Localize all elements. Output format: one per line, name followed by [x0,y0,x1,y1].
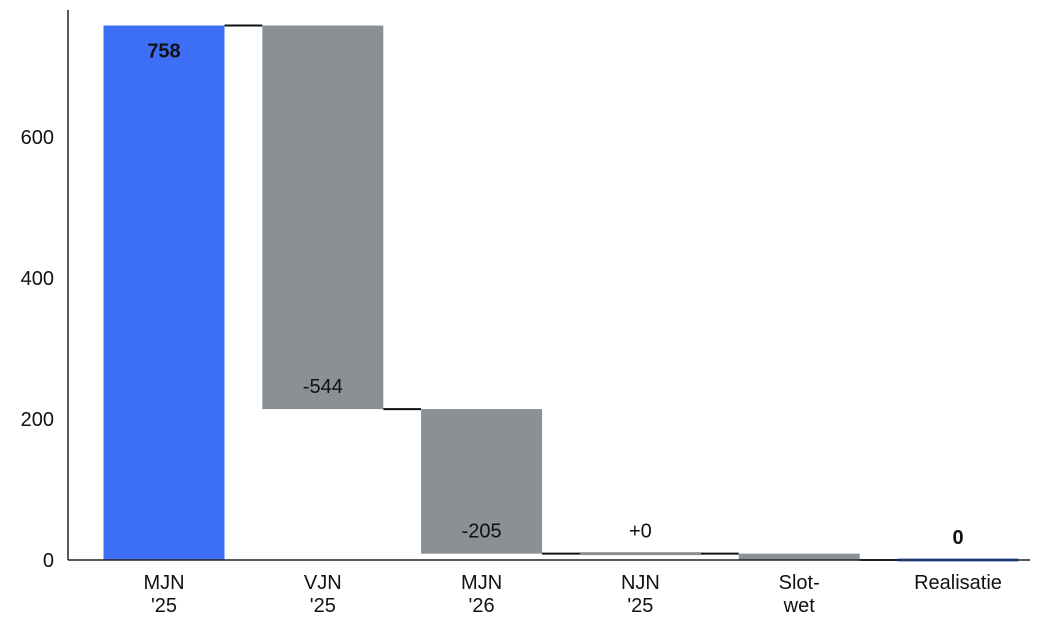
y-tick-label: 600 [21,127,54,149]
data-label: 0 [952,527,963,549]
x-category-label: VJN '25 [304,572,342,617]
x-category-label: NJN '25 [621,572,660,617]
y-tick-label: 0 [43,550,54,572]
y-tick-label: 400 [21,268,54,290]
bars-layer [103,25,1019,562]
y-tick-labels: 0 200 400 600 [21,127,54,572]
x-category-label: Slot-wet [779,572,820,617]
delta-bar [579,552,701,556]
x-category-label: Realisatie [914,572,1002,594]
total-bar [103,25,225,561]
data-label: +0 [629,521,652,543]
delta-bar [262,25,384,410]
data-label: 758 [147,41,180,63]
x-category-label: MJN '26 [461,572,502,617]
y-tick-label: 200 [21,409,54,431]
x-category-labels: MJN '25 VJN '25 MJN '26 NJN '25 Slot-wet Realisat… [143,572,1001,617]
data-label: -205 [462,521,502,543]
delta-bar [421,409,543,554]
x-category-label: MJN '25 [143,572,184,617]
data-label: -544 [303,376,343,398]
delta-bar [738,553,860,560]
data-labels: 758 -544 -205 +0 0 [147,41,963,549]
